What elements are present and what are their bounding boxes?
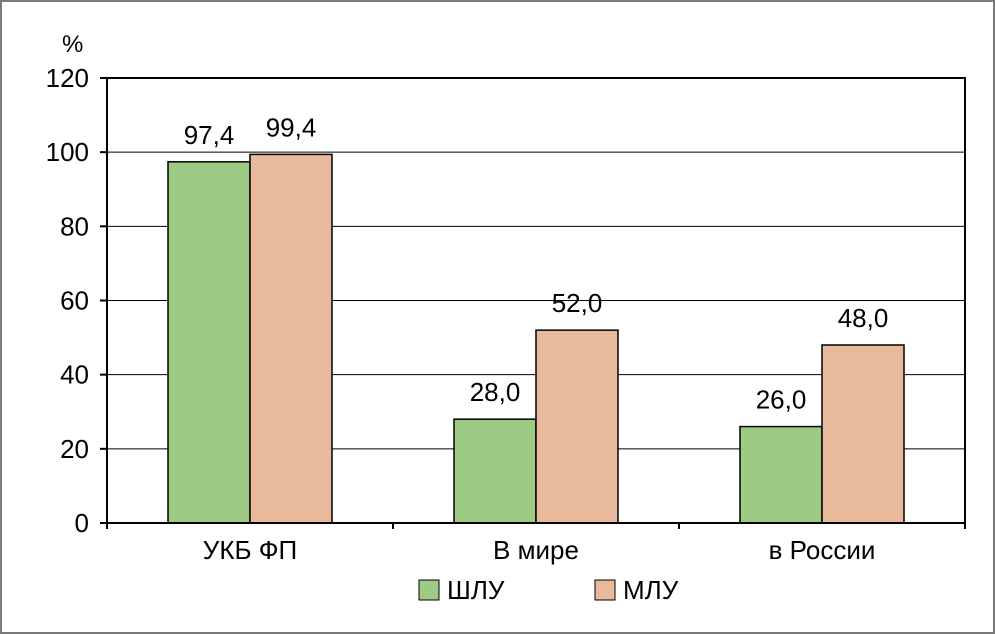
legend-swatch [594, 579, 616, 601]
x-category-label: УКБ ФП [203, 535, 297, 565]
data-label: 99,4 [266, 112, 317, 142]
bar-mlu [535, 329, 619, 524]
bar-shlu [739, 425, 823, 524]
data-label: 52,0 [552, 288, 603, 318]
y-tick-label: 40 [60, 360, 89, 390]
bar-shlu [453, 418, 537, 524]
data-label: 97,4 [184, 120, 235, 150]
data-labels: 97,4 99,4 УКБ ФП 28,0 52,0 В мире 26,0 48,0 в Ро… [184, 112, 889, 565]
data-label: 28,0 [470, 377, 521, 407]
y-tick-label: 100 [46, 137, 89, 167]
y-tick-label: 0 [75, 508, 89, 538]
y-tick-label: 120 [46, 63, 89, 93]
bar-mlu [249, 153, 333, 524]
data-label: 48,0 [838, 303, 889, 333]
legend-label: ШЛУ [447, 575, 505, 605]
bar-shlu [167, 161, 251, 524]
bars [167, 153, 905, 524]
y-tick-label: 60 [60, 286, 89, 316]
y-tick-label: 20 [60, 434, 89, 464]
data-label: 26,0 [756, 385, 807, 415]
x-category-label: в России [769, 535, 876, 565]
y-tick-label: 80 [60, 211, 89, 241]
axes: 0 20 40 60 80 100 120 [46, 63, 966, 538]
bar-mlu [821, 344, 905, 524]
y-unit-label: % [62, 31, 83, 58]
x-category-label: В мире [493, 535, 579, 565]
legend-swatch [418, 579, 440, 601]
legend: ШЛУ МЛУ [418, 575, 679, 605]
legend-label: МЛУ [623, 575, 679, 605]
